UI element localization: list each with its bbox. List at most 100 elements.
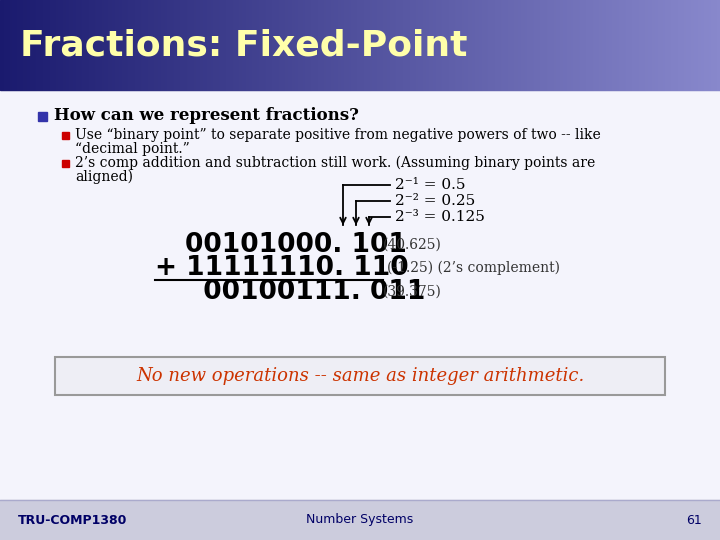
Bar [78, 0, 79, 90]
Bar [263, 0, 264, 90]
Bar [300, 0, 301, 90]
Bar [561, 0, 562, 90]
Bar [67, 0, 68, 90]
Bar [389, 0, 390, 90]
Bar [498, 0, 499, 90]
Bar [463, 0, 464, 90]
Bar [314, 0, 315, 90]
Bar [62, 160, 69, 167]
Bar [650, 0, 651, 90]
Bar [419, 0, 420, 90]
Bar [158, 0, 159, 90]
Bar [630, 0, 631, 90]
Bar [361, 0, 362, 90]
Bar [413, 0, 414, 90]
Bar [655, 0, 656, 90]
Bar [514, 0, 515, 90]
Bar [161, 0, 162, 90]
Bar [589, 0, 590, 90]
Bar [669, 0, 670, 90]
Bar [601, 0, 602, 90]
Bar [466, 0, 467, 90]
Text: TRU-COMP1380: TRU-COMP1380 [18, 514, 127, 526]
Bar [567, 0, 568, 90]
Bar [613, 0, 614, 90]
Bar [682, 0, 683, 90]
Bar [249, 0, 250, 90]
Bar [529, 0, 530, 90]
Bar [315, 0, 316, 90]
Bar [128, 0, 129, 90]
Text: “decimal point.”: “decimal point.” [75, 142, 190, 156]
Bar [583, 0, 584, 90]
Bar [316, 0, 317, 90]
Bar [137, 0, 138, 90]
Bar [309, 0, 310, 90]
Bar [686, 0, 687, 90]
Bar [515, 0, 516, 90]
Bar [175, 0, 176, 90]
Bar [121, 0, 122, 90]
Bar [702, 0, 703, 90]
Bar [535, 0, 536, 90]
Bar [383, 0, 384, 90]
Bar [427, 0, 428, 90]
Bar [73, 0, 74, 90]
Bar [528, 0, 529, 90]
Bar [465, 0, 466, 90]
Bar [207, 0, 208, 90]
Bar [627, 0, 628, 90]
Bar [693, 0, 694, 90]
Bar [692, 0, 693, 90]
Bar [65, 0, 66, 90]
Bar [606, 0, 607, 90]
Bar [592, 0, 593, 90]
Bar [373, 0, 374, 90]
Bar [341, 0, 342, 90]
Bar [500, 0, 501, 90]
Bar [354, 0, 355, 90]
Bar [418, 0, 419, 90]
Bar [366, 0, 367, 90]
Bar [571, 0, 572, 90]
Bar [32, 0, 33, 90]
Bar [259, 0, 260, 90]
Bar [439, 0, 440, 90]
Bar [353, 0, 354, 90]
Bar [569, 0, 570, 90]
Bar [382, 0, 383, 90]
Bar [621, 0, 622, 90]
Bar [31, 0, 32, 90]
Bar [541, 0, 542, 90]
Bar [563, 0, 564, 90]
Bar [108, 0, 109, 90]
Bar [140, 0, 141, 90]
Bar [612, 0, 613, 90]
Bar [130, 0, 131, 90]
Bar [26, 0, 27, 90]
Bar [144, 0, 145, 90]
Bar [685, 0, 686, 90]
Bar [475, 0, 476, 90]
Bar [505, 0, 506, 90]
Bar [322, 0, 323, 90]
Bar [599, 0, 600, 90]
Bar [239, 0, 240, 90]
Bar [587, 0, 588, 90]
Bar [45, 0, 46, 90]
Bar [66, 0, 67, 90]
Bar [186, 0, 187, 90]
Bar [327, 0, 328, 90]
Bar [61, 0, 62, 90]
Bar [171, 0, 172, 90]
Bar [645, 0, 646, 90]
Bar [562, 0, 563, 90]
Bar [576, 0, 577, 90]
Bar [400, 0, 401, 90]
Bar [470, 0, 471, 90]
Bar [173, 0, 174, 90]
Bar [76, 0, 77, 90]
Bar [174, 0, 175, 90]
Bar [523, 0, 524, 90]
Bar [100, 0, 101, 90]
